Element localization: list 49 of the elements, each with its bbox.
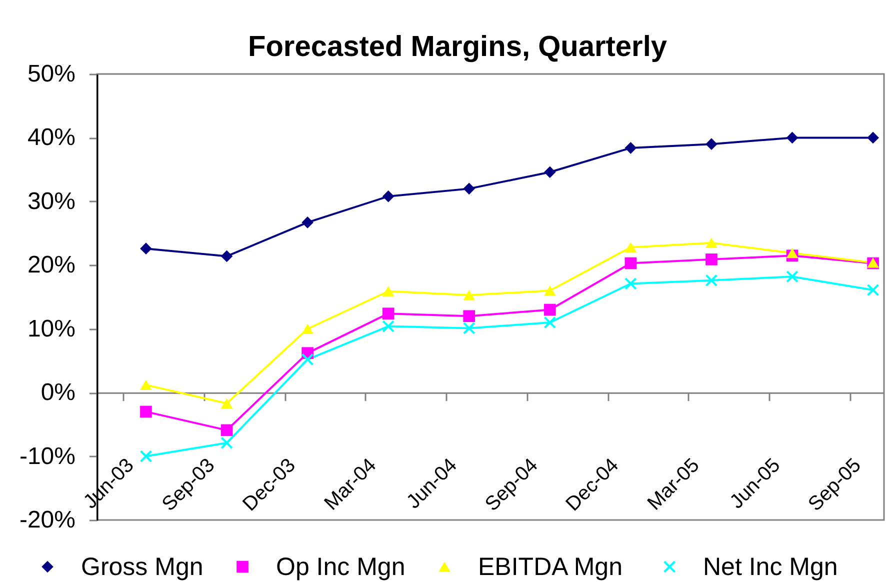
point xyxy=(302,216,314,228)
y-tick-label: 0% xyxy=(40,379,76,406)
legend-label: EBITDA Mgn xyxy=(478,552,622,581)
point xyxy=(867,132,879,144)
legend-label: Op Inc Mgn xyxy=(276,552,406,581)
point xyxy=(544,316,556,328)
point xyxy=(463,322,476,334)
point xyxy=(544,166,556,178)
y-tick-label: -20% xyxy=(19,506,76,534)
point xyxy=(786,248,798,258)
y-tick-label: 40% xyxy=(27,124,76,152)
point xyxy=(706,274,718,286)
point xyxy=(220,436,233,449)
point xyxy=(140,380,152,390)
legend-label: Net Inc Mgn xyxy=(703,552,838,581)
point xyxy=(624,142,637,154)
point xyxy=(624,278,637,290)
point xyxy=(706,238,718,248)
y-tick-label: 10% xyxy=(27,315,76,342)
point xyxy=(624,242,637,252)
legend-label: Gross Mgn xyxy=(81,552,204,581)
y-tick-label: 20% xyxy=(27,252,76,279)
point xyxy=(382,308,394,320)
point xyxy=(220,250,233,262)
point xyxy=(706,138,718,150)
point xyxy=(786,270,798,283)
point xyxy=(302,354,314,366)
y-tick-label: -10% xyxy=(19,442,76,470)
point xyxy=(382,190,394,202)
point xyxy=(624,257,637,270)
point xyxy=(302,324,314,334)
point xyxy=(140,406,152,418)
point xyxy=(544,286,556,296)
point xyxy=(220,424,233,436)
point xyxy=(140,242,152,254)
y-tick-label: 30% xyxy=(27,188,76,215)
point xyxy=(463,310,476,322)
point xyxy=(867,284,879,296)
point xyxy=(463,182,476,195)
point xyxy=(544,304,556,316)
point xyxy=(786,132,798,144)
point xyxy=(220,398,233,409)
point xyxy=(140,450,152,462)
y-tick-label: 50% xyxy=(27,60,76,88)
point xyxy=(463,290,476,300)
point xyxy=(382,320,394,332)
point xyxy=(706,253,718,266)
point xyxy=(382,286,394,296)
chart-title: Forecasted Margins, Quarterly xyxy=(248,31,668,63)
